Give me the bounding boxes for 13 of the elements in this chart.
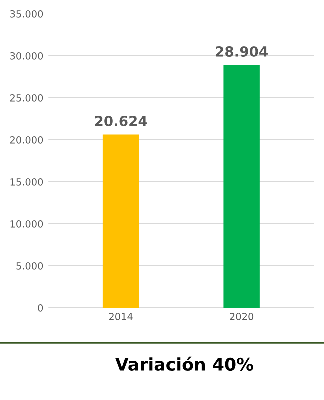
data-label: 28.904 (216, 46, 268, 57)
y-tick-label: 20.000 (10, 136, 44, 144)
y-tick-label: 15.000 (10, 178, 44, 186)
y-tick-label: 25.000 (10, 94, 44, 102)
y-tick-label: 5.000 (16, 262, 44, 270)
text: Variación 40% (115, 356, 254, 372)
data-label: 20.624 (95, 116, 148, 127)
y-tick-label: 10.000 (10, 220, 44, 228)
y-tick-label: 35.000 (10, 10, 44, 18)
x-tick-label: 2020 (230, 313, 254, 320)
y-tick-label: 30.000 (10, 52, 44, 60)
y-tick-label: 0 (38, 304, 44, 312)
x-tick-label: 2014 (109, 313, 133, 320)
